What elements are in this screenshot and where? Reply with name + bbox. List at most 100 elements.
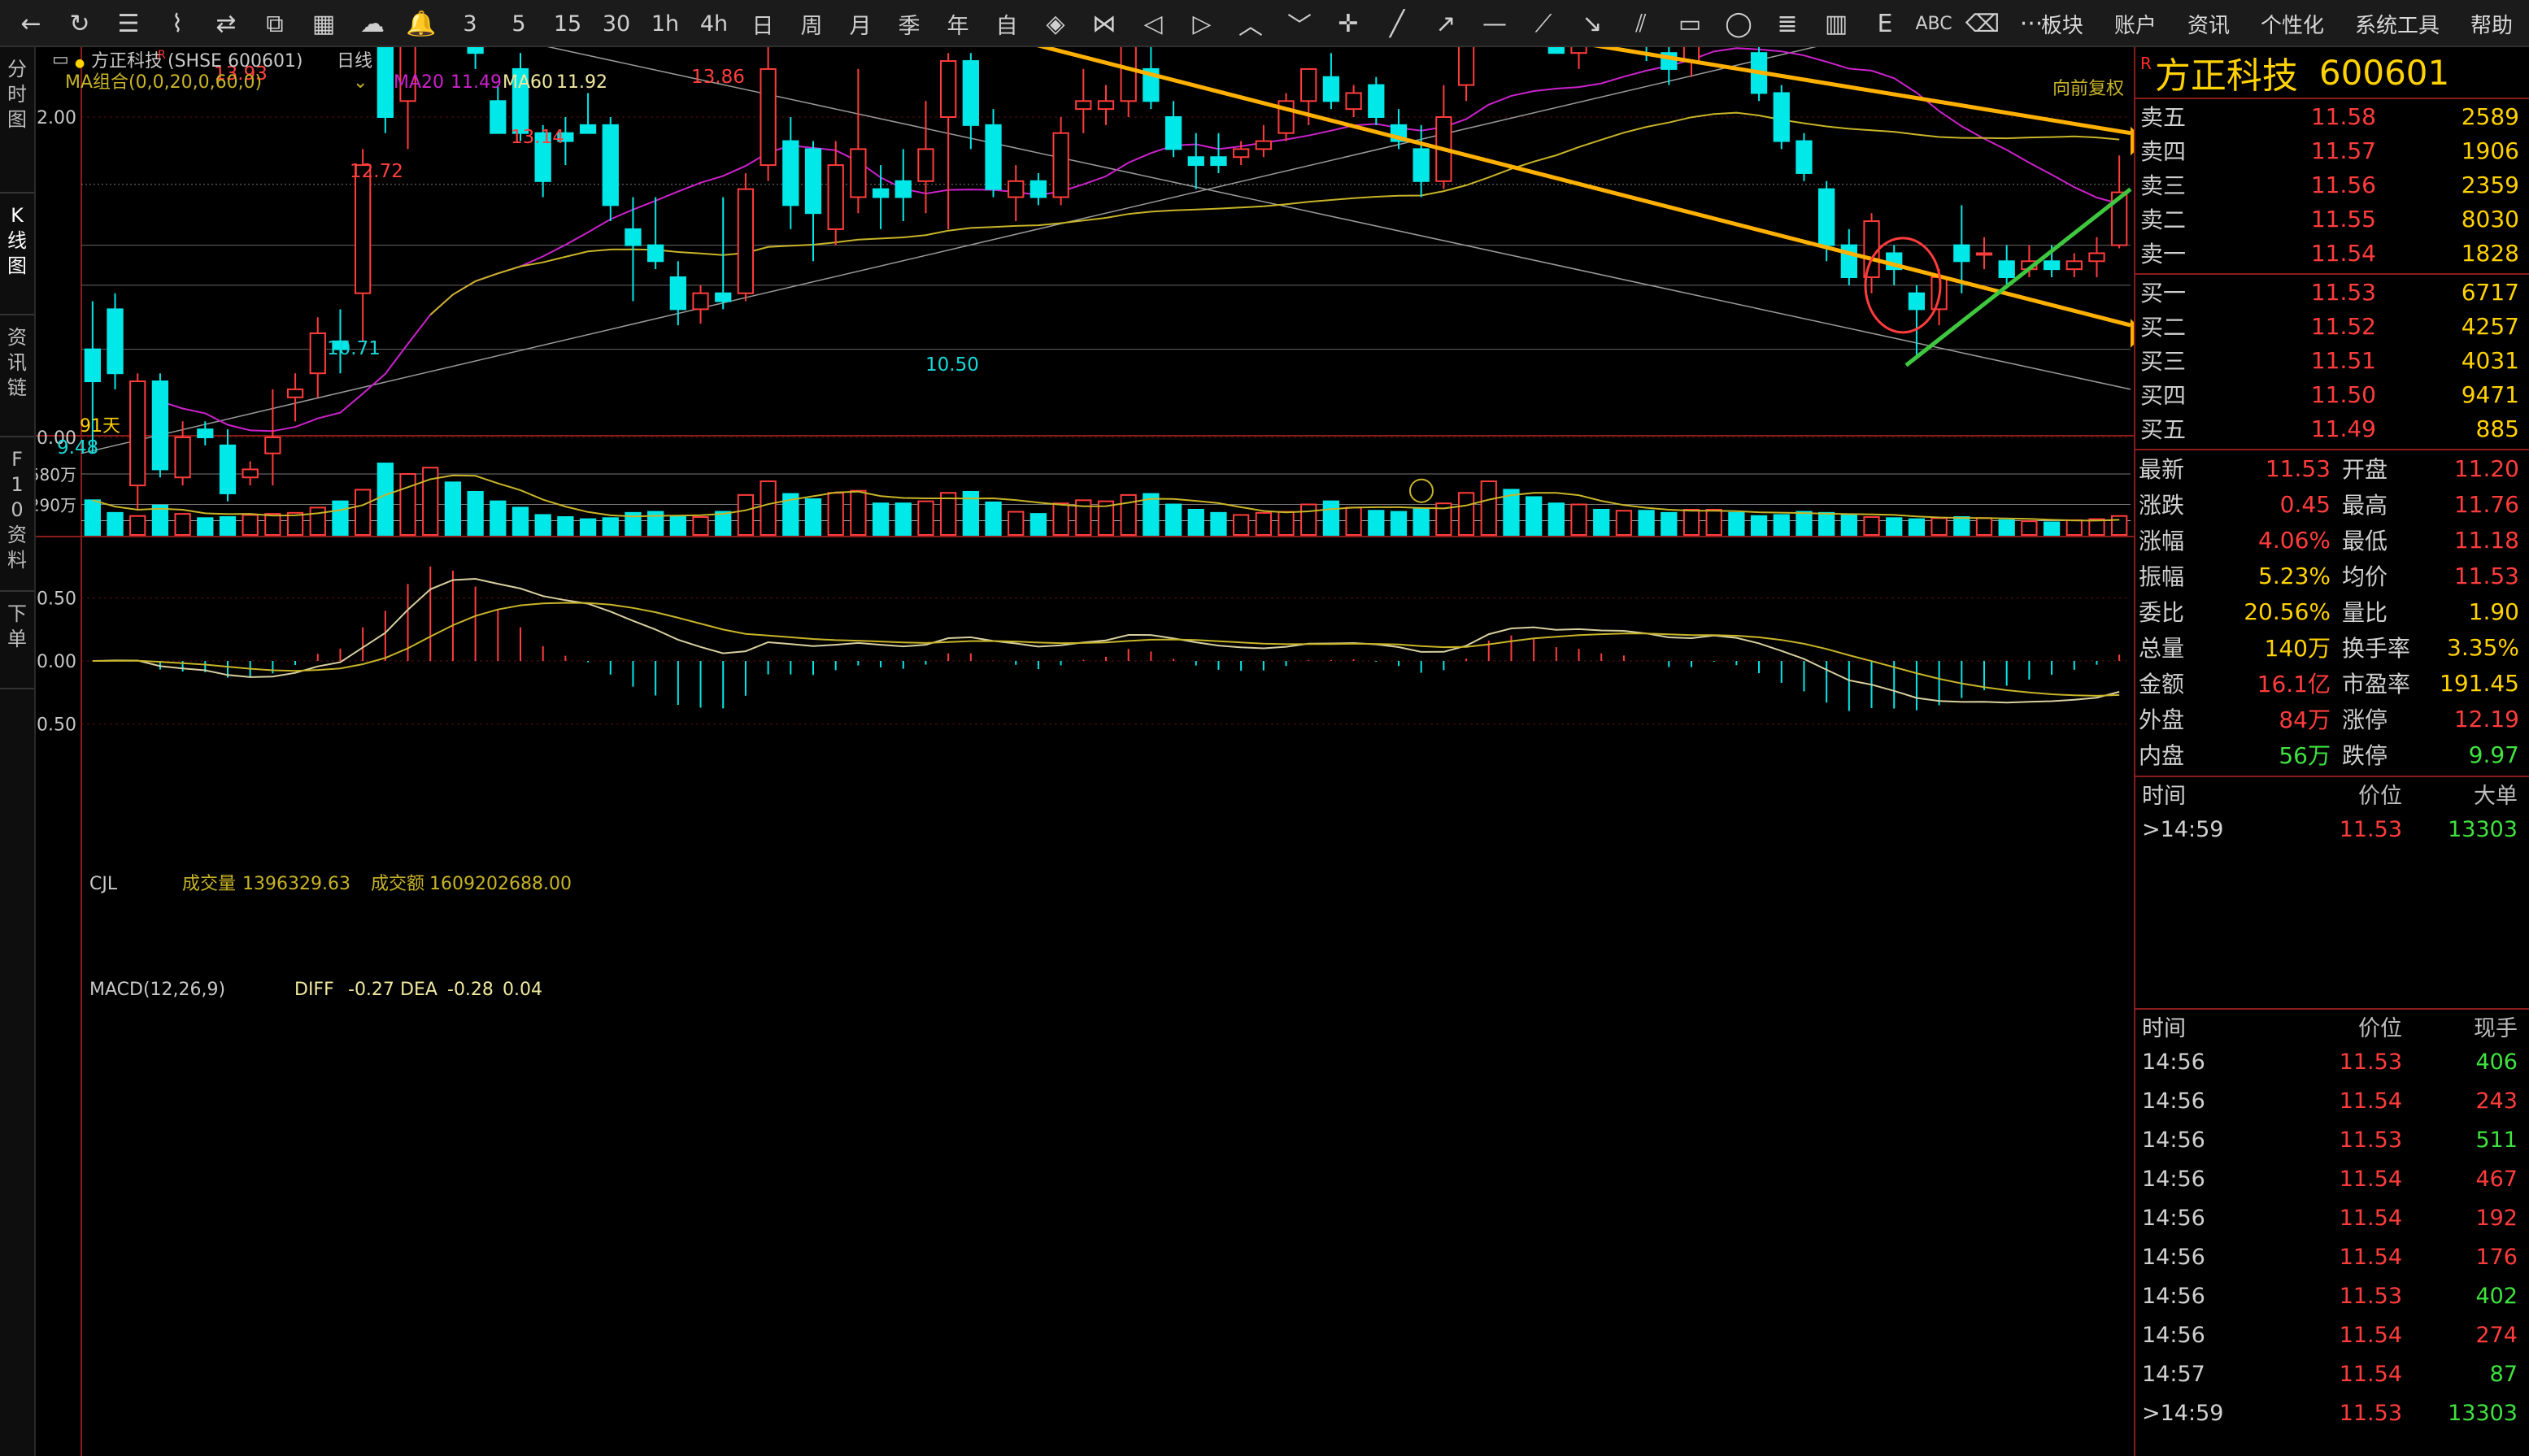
bid-row-4[interactable]: 买五 11.49 885 <box>2135 411 2529 445</box>
compare-icon[interactable]: ⇄ <box>215 9 237 38</box>
candle-body <box>1029 180 1047 198</box>
candle-body <box>1052 132 1069 198</box>
bid-row-3[interactable]: 买四 11.50 9471 <box>2135 377 2529 411</box>
tick-chart-icon[interactable]: ▦ <box>311 9 336 38</box>
period-4[interactable]: 1h <box>651 11 680 37</box>
crosshair-icon[interactable]: ✛ <box>1338 9 1359 38</box>
period-2[interactable]: 15 <box>553 11 582 37</box>
volume-bar <box>940 492 957 537</box>
period-9[interactable]: 季 <box>898 13 921 39</box>
left-arrow-icon[interactable]: ◁ <box>1143 9 1163 38</box>
cloud-icon[interactable]: ☁ <box>360 9 385 38</box>
volume-bar <box>355 489 372 536</box>
eraser-icon[interactable]: ⌫ <box>1965 9 2000 38</box>
tick-volume: 13303 <box>2448 1400 2518 1426</box>
hline-icon[interactable]: — <box>1482 9 1507 38</box>
line-chart-icon[interactable]: ⌇ <box>171 9 184 38</box>
top-menu: 板块 账户 资讯 个性化 系统工具 帮助 <box>2010 0 2513 47</box>
circle-icon[interactable]: ◯ <box>1725 9 1752 38</box>
ask-row-1[interactable]: 卖四 11.57 1906 <box>2135 133 2529 167</box>
right-arrow-icon[interactable]: ▷ <box>1192 9 1212 38</box>
zoom-out-icon[interactable]: ⋈ <box>1092 9 1117 38</box>
tick-row-1[interactable]: 14:56 11.54 243 <box>2135 1081 2529 1120</box>
volume-bar <box>1547 502 1565 537</box>
overlay-icon[interactable]: ⧉ <box>266 9 284 38</box>
back-arrow-icon[interactable]: ← <box>20 9 41 38</box>
segment-icon[interactable]: ⟋ <box>1534 9 1552 38</box>
tick-row-6[interactable]: 14:56 11.53 402 <box>2135 1276 2529 1315</box>
rect-icon[interactable]: ▭ <box>1678 9 1702 38</box>
tick-row-2[interactable]: 14:56 11.53 511 <box>2135 1120 2529 1159</box>
bid-label: 买一 <box>2140 280 2187 306</box>
stat-row-0: 最新 11.53 开盘 11.20 <box>2135 450 2529 486</box>
period-5[interactable]: 4h <box>699 11 729 37</box>
col-vol: 大单 <box>2474 783 2518 809</box>
side-tab-0[interactable]: 分时图 <box>0 47 34 193</box>
tick-row-4[interactable]: 14:56 11.54 192 <box>2135 1198 2529 1237</box>
period-6[interactable]: 日 <box>751 13 774 39</box>
toolbar-tools: ← ↻ ☰ ⌇ ⇄ ⧉ ▦ ☁ 🔔 3 5 15 30 1h 4h 日周月季年自 ◈ ⋈ ◁ ▷ ︿ ﹀ ✛ ╱ ↗ — ⟋ ↘ ⫽ ▭ ◯… <box>7 0 2056 47</box>
tick-list[interactable]: 14:56 11.53 406 14:56 11.54 243 14:56 11.53 511 1… <box>2135 1042 2529 1432</box>
period-0[interactable]: 3 <box>463 11 477 37</box>
bid-row-1[interactable]: 买二 11.52 4257 <box>2135 309 2529 343</box>
quote-header: R 方正科技 600601 <box>2135 47 2529 99</box>
menu-3[interactable]: 个性化 <box>2260 13 2324 38</box>
period-3[interactable]: 30 <box>602 11 631 37</box>
ask-row-0[interactable]: 卖五 11.58 2589 <box>2135 99 2529 133</box>
fib-icon[interactable]: ≣ <box>1777 9 1798 38</box>
abc-text-tool[interactable]: ABC <box>1915 13 1952 34</box>
up-arrow-icon[interactable]: ︿ <box>1238 12 1263 41</box>
diff-label: DIFF <box>294 980 334 1000</box>
tick-row-9[interactable]: >14:59 11.53 13303 <box>2135 1393 2529 1432</box>
stat-row-5: 总量 140万 换手率 3.35% <box>2135 629 2529 665</box>
ray-icon[interactable]: ↗ <box>1435 9 1456 38</box>
candle-body <box>1998 260 2015 278</box>
ask-row-2[interactable]: 卖三 11.56 2359 <box>2135 167 2529 202</box>
period-8[interactable]: 月 <box>849 13 872 39</box>
bell-icon[interactable]: 🔔 <box>406 9 437 38</box>
menu-5[interactable]: 帮助 <box>2470 13 2513 38</box>
menu-1[interactable]: 账户 <box>2113 13 2157 38</box>
tick-row-5[interactable]: 14:56 11.54 176 <box>2135 1237 2529 1276</box>
period-7[interactable]: 周 <box>800 13 823 39</box>
tick-price: 11.54 <box>2339 1205 2402 1231</box>
gann-icon[interactable]: ▥ <box>1824 9 1848 38</box>
bid-row-2[interactable]: 买三 11.51 4031 <box>2135 343 2529 377</box>
ask-row-4[interactable]: 卖一 11.54 1828 <box>2135 236 2529 270</box>
tick-row-8[interactable]: 14:57 11.54 87 <box>2135 1354 2529 1393</box>
tick-row-0[interactable]: 14:56 11.53 406 <box>2135 1042 2529 1081</box>
bid-row-0[interactable]: 买一 11.53 6717 <box>2135 275 2529 309</box>
volume-bar <box>1278 511 1295 536</box>
period-11[interactable]: 自 <box>995 13 1018 39</box>
parallel-icon[interactable]: ⫽ <box>1635 9 1647 38</box>
period-10[interactable]: 年 <box>947 13 969 39</box>
kline-chart[interactable]: 12.00 10.00 580万 290万 0.50 0.00 -0.50 13.93 13.8… <box>36 47 2134 1456</box>
more-icon[interactable]: ··· <box>2019 9 2044 38</box>
trade-row[interactable]: >14:59 11.53 13303 <box>2135 810 2529 849</box>
menu-2[interactable]: 资讯 <box>2187 13 2230 38</box>
zoom-in-icon[interactable]: ◈ <box>1046 9 1065 38</box>
period-1[interactable]: 5 <box>511 11 526 37</box>
e-icon[interactable]: Ε <box>1877 9 1893 38</box>
down-arrow-icon[interactable]: ﹀ <box>1287 12 1312 41</box>
menu-4[interactable]: 系统工具 <box>2354 13 2440 38</box>
side-tab-4[interactable]: 下单 <box>0 592 34 689</box>
bid-label: 买二 <box>2140 314 2187 341</box>
arrow-icon[interactable]: ↘ <box>1582 9 1603 38</box>
diff-line <box>92 577 2120 704</box>
candle-body <box>1233 148 1250 159</box>
volume-bar <box>264 513 281 537</box>
tick-time: 14:56 <box>2142 1244 2205 1270</box>
ask-row-3[interactable]: 卖二 11.55 8030 <box>2135 202 2529 236</box>
refresh-icon[interactable]: ↻ <box>69 9 90 38</box>
slash-icon[interactable]: ╱ <box>1389 9 1405 38</box>
tick-row-7[interactable]: 14:56 11.54 274 <box>2135 1315 2529 1354</box>
tick-row-3[interactable]: 14:56 11.54 467 <box>2135 1159 2529 1198</box>
side-tab-2[interactable]: 资讯链 <box>0 315 34 437</box>
menu-0[interactable]: 板块 <box>2040 13 2083 38</box>
volume-bar <box>1187 508 1204 536</box>
volume-bar <box>1570 503 1587 536</box>
list-icon[interactable]: ☰ <box>117 9 140 38</box>
